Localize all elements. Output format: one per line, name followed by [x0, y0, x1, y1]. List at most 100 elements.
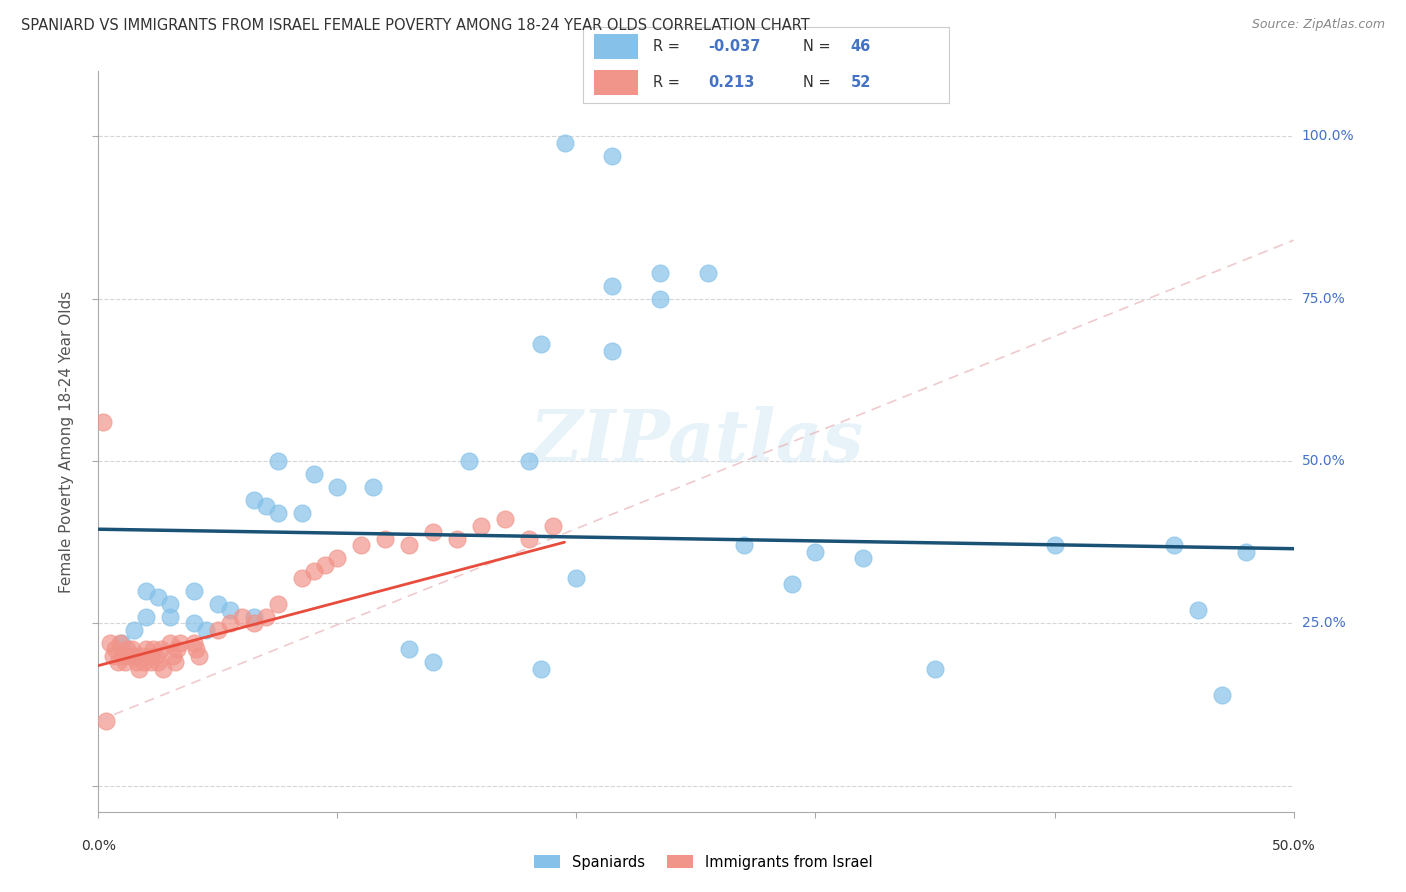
Point — [302, 467, 325, 481]
Point — [183, 616, 205, 631]
Point — [924, 662, 946, 676]
Point — [243, 610, 266, 624]
Point — [159, 636, 181, 650]
Point — [98, 636, 122, 650]
Point — [128, 662, 150, 676]
Legend: Spaniards, Immigrants from Israel: Spaniards, Immigrants from Israel — [529, 849, 877, 876]
Text: 52: 52 — [851, 75, 870, 89]
Point — [254, 500, 277, 514]
Point — [142, 642, 165, 657]
Point — [124, 623, 146, 637]
Point — [267, 454, 290, 468]
Point — [231, 610, 253, 624]
Text: 100.0%: 100.0% — [1302, 129, 1354, 144]
Point — [125, 656, 148, 670]
Point — [254, 610, 277, 624]
Point — [243, 616, 266, 631]
Point — [219, 603, 242, 617]
Point — [374, 532, 396, 546]
Y-axis label: Female Poverty Among 18-24 Year Olds: Female Poverty Among 18-24 Year Olds — [59, 291, 75, 592]
Point — [187, 648, 209, 663]
Point — [111, 636, 134, 650]
Point — [1163, 538, 1185, 552]
Point — [554, 136, 576, 150]
Point — [446, 532, 468, 546]
Point — [108, 636, 131, 650]
Point — [602, 343, 624, 358]
Point — [326, 480, 349, 494]
Text: 0.0%: 0.0% — [82, 839, 115, 854]
Point — [121, 642, 143, 657]
Point — [139, 656, 162, 670]
Point — [169, 636, 191, 650]
Point — [530, 662, 553, 676]
Point — [183, 636, 205, 650]
Point — [166, 642, 188, 657]
Point — [1043, 538, 1066, 552]
Point — [470, 519, 492, 533]
Text: 50.0%: 50.0% — [1302, 454, 1346, 468]
Point — [648, 266, 672, 280]
Point — [91, 415, 114, 429]
Point — [565, 571, 588, 585]
Point — [267, 597, 290, 611]
Point — [145, 648, 167, 663]
Text: ZIPatlas: ZIPatlas — [529, 406, 863, 477]
Point — [186, 642, 208, 657]
Bar — [595, 70, 638, 95]
Point — [115, 642, 138, 657]
Text: SPANIARD VS IMMIGRANTS FROM ISRAEL FEMALE POVERTY AMONG 18-24 YEAR OLDS CORRELAT: SPANIARD VS IMMIGRANTS FROM ISRAEL FEMAL… — [21, 18, 810, 33]
Point — [648, 292, 672, 306]
Point — [94, 714, 117, 728]
Point — [195, 623, 218, 637]
Point — [350, 538, 373, 552]
Point — [124, 648, 146, 663]
Point — [138, 648, 160, 663]
Text: R =: R = — [652, 39, 685, 54]
Point — [162, 648, 184, 663]
Point — [697, 266, 720, 280]
Point — [132, 656, 155, 670]
Point — [107, 656, 129, 670]
Text: Source: ZipAtlas.com: Source: ZipAtlas.com — [1251, 18, 1385, 31]
Text: 46: 46 — [851, 39, 870, 54]
Text: R =: R = — [652, 75, 689, 89]
Point — [111, 648, 134, 663]
Point — [207, 597, 229, 611]
Point — [291, 571, 314, 585]
Point — [363, 480, 385, 494]
Point — [152, 662, 174, 676]
Point — [422, 525, 444, 540]
Point — [302, 565, 325, 579]
Point — [124, 648, 146, 663]
Point — [1211, 688, 1233, 702]
Point — [458, 454, 481, 468]
Point — [135, 583, 157, 598]
Point — [602, 278, 624, 293]
Point — [149, 642, 172, 657]
Point — [118, 648, 141, 663]
Point — [135, 642, 157, 657]
Point — [517, 532, 540, 546]
Point — [159, 610, 181, 624]
Point — [183, 583, 205, 598]
Text: -0.037: -0.037 — [707, 39, 761, 54]
Point — [104, 642, 127, 657]
Point — [326, 551, 349, 566]
Point — [398, 642, 420, 657]
Point — [1234, 545, 1257, 559]
Point — [114, 656, 136, 670]
Point — [315, 558, 337, 572]
Point — [291, 506, 314, 520]
Point — [494, 512, 516, 526]
Point — [135, 610, 157, 624]
Bar — [595, 34, 638, 60]
Point — [163, 656, 186, 670]
Point — [517, 454, 540, 468]
Point — [159, 597, 181, 611]
Point — [733, 538, 755, 552]
Point — [101, 648, 124, 663]
Point — [398, 538, 420, 552]
Point — [148, 656, 170, 670]
Point — [207, 623, 229, 637]
